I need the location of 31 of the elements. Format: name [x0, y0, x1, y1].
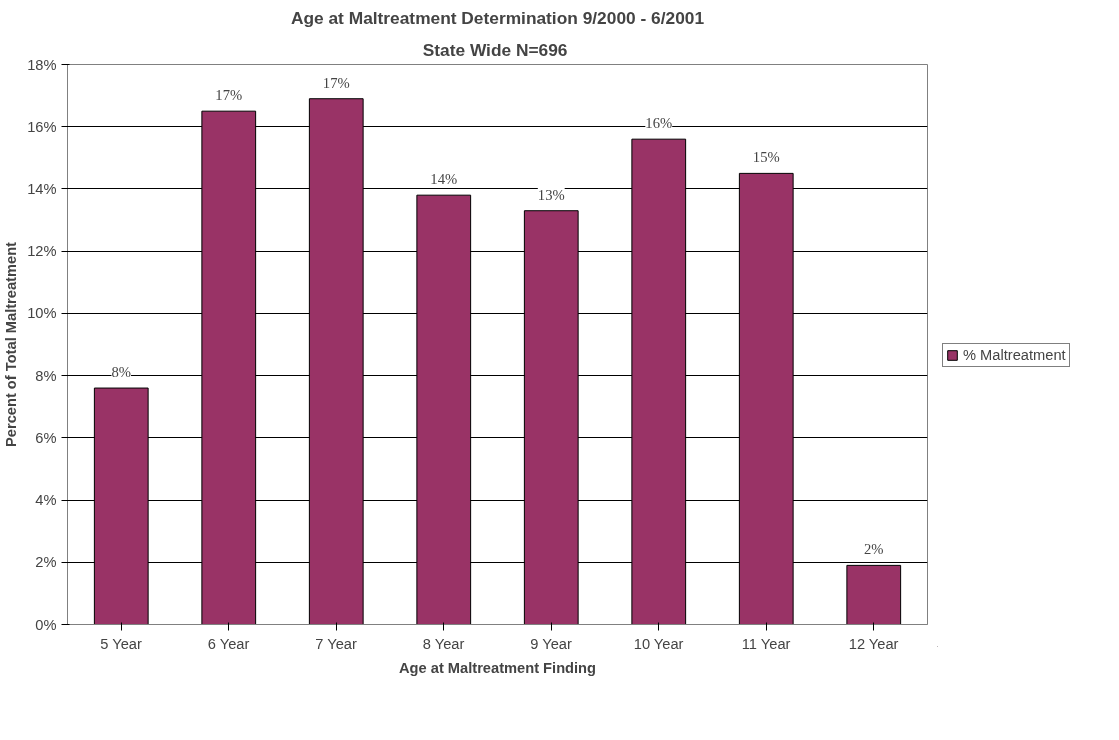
- y-tick-label: 10%: [27, 305, 57, 322]
- data-label: 2%: [863, 541, 884, 558]
- y-tick-label: 14%: [27, 180, 57, 197]
- y-tick-label: 8%: [35, 367, 57, 384]
- data-label: 16%: [645, 115, 673, 132]
- y-axis-title: Percent of Total Maltreatment: [3, 241, 20, 447]
- chart-title: Age at Maltreatment Determination 9/2000 - 6/2001: [290, 7, 705, 28]
- y-tick-label: 12%: [27, 243, 57, 260]
- data-label: 15%: [752, 149, 780, 166]
- x-tick-label: 9 Year: [530, 635, 573, 652]
- x-tick-label: 5 Year: [100, 635, 143, 652]
- x-tick-label: 11 Year: [741, 635, 791, 652]
- data-label: 14%: [430, 171, 458, 188]
- x-tick-label: 8 Year: [422, 635, 465, 652]
- y-tick-label: 4%: [35, 492, 57, 509]
- data-label: 8%: [111, 364, 132, 381]
- y-tick-label: 2%: [35, 554, 57, 571]
- data-label: 17%: [215, 87, 243, 104]
- y-tick-label: 6%: [35, 429, 57, 446]
- x-tick-label: 12 Year: [848, 635, 899, 652]
- y-tick-label: 18%: [27, 56, 57, 73]
- x-tick-label: 6 Year: [207, 635, 250, 652]
- x-axis-title: Age at Maltreatment Finding: [398, 659, 597, 676]
- y-tick-label: 16%: [27, 118, 57, 135]
- data-label: 17%: [322, 74, 350, 91]
- legend-label: % Maltreatment: [963, 347, 1066, 363]
- data-label: 13%: [537, 186, 565, 203]
- y-tick-label: 0%: [35, 616, 57, 633]
- x-tick-label: 10 Year: [633, 635, 684, 652]
- chart-subtitle: State Wide N=696: [422, 39, 568, 60]
- x-tick-label: 7 Year: [315, 635, 358, 652]
